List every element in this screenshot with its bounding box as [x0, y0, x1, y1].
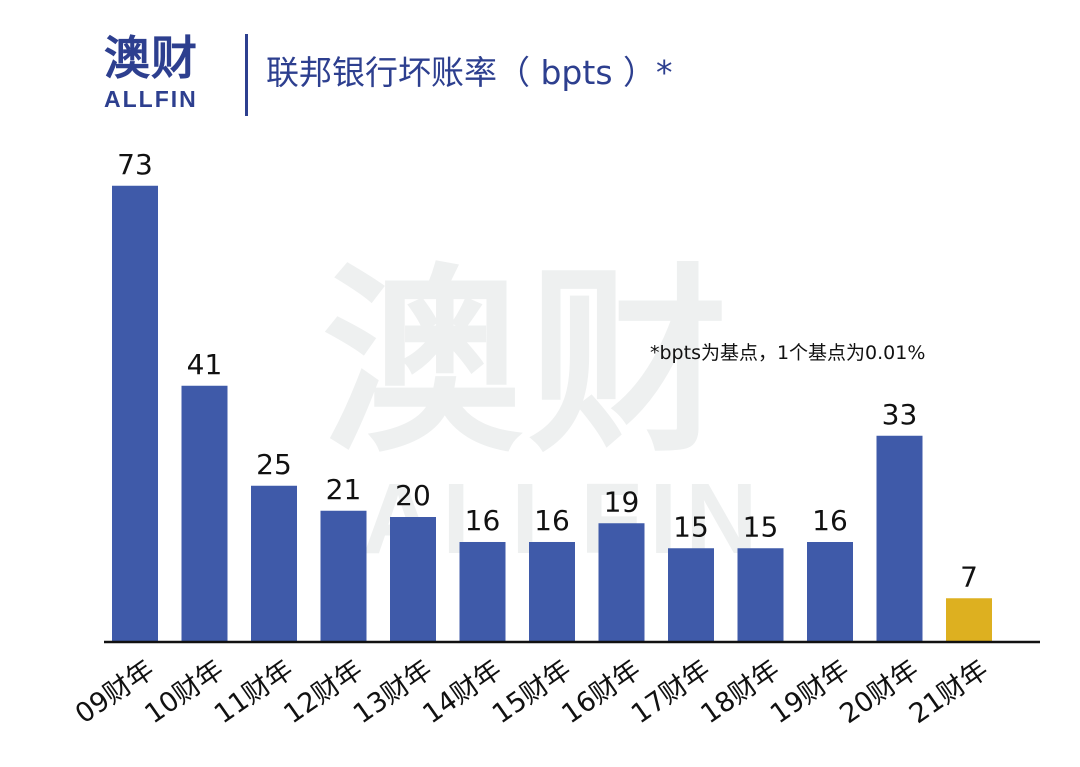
data-label: 15 — [673, 510, 709, 543]
x-tick-label: 16财年 — [556, 654, 646, 730]
data-label: 19 — [604, 485, 640, 518]
data-label: 16 — [812, 504, 848, 537]
bar-21财年 — [946, 598, 992, 642]
bar-16财年 — [598, 523, 645, 642]
data-label: 16 — [465, 504, 501, 537]
bar-09财年 — [112, 185, 158, 642]
x-tick-label: 11财年 — [209, 654, 299, 730]
bar-15财年 — [529, 542, 575, 642]
x-tick-label: 13财年 — [348, 654, 438, 730]
x-tick-label: 09财年 — [70, 654, 160, 730]
data-label: 20 — [395, 479, 431, 512]
chart-footnote: *bpts为基点，1个基点为0.01% — [650, 342, 926, 364]
data-label: 33 — [882, 398, 918, 431]
bar-18财年 — [737, 548, 784, 642]
bar-17财年 — [668, 548, 714, 642]
data-label: 25 — [256, 448, 292, 481]
logo-chinese-text: 澳财 — [104, 31, 198, 85]
x-tick-label: 12财年 — [278, 654, 368, 730]
data-label: 73 — [117, 148, 153, 181]
x-tick-label: 15财年 — [487, 654, 577, 730]
bar-20财年 — [876, 435, 923, 642]
header-divider — [245, 34, 248, 116]
x-tick-label: 18财年 — [695, 654, 785, 730]
data-label: 21 — [326, 473, 362, 506]
data-label: 15 — [743, 510, 779, 543]
watermark-chinese: 澳财 — [322, 247, 735, 480]
brand-logo: 澳财 ALLFIN — [104, 30, 224, 112]
bar-11财年 — [251, 485, 297, 642]
bar-19财年 — [807, 542, 853, 642]
bar-13财年 — [390, 517, 436, 642]
logo-english-text: ALLFIN — [104, 86, 198, 112]
x-tick-label: 10财年 — [139, 654, 229, 730]
chart-title: 联邦银行坏账率（ bpts ）* — [266, 53, 673, 92]
bar-14财年 — [459, 542, 506, 642]
x-tick-label: 14财年 — [417, 654, 507, 730]
x-tick-label: 19财年 — [765, 654, 855, 730]
data-label: 7 — [960, 560, 978, 593]
x-tick-label: 21财年 — [904, 654, 994, 730]
data-label: 41 — [187, 348, 223, 381]
data-label: 16 — [534, 504, 570, 537]
bar-12财年 — [320, 510, 367, 642]
x-tick-label: 17财年 — [626, 654, 716, 730]
bar-10财年 — [181, 385, 228, 642]
x-tick-label: 20财年 — [834, 654, 924, 730]
